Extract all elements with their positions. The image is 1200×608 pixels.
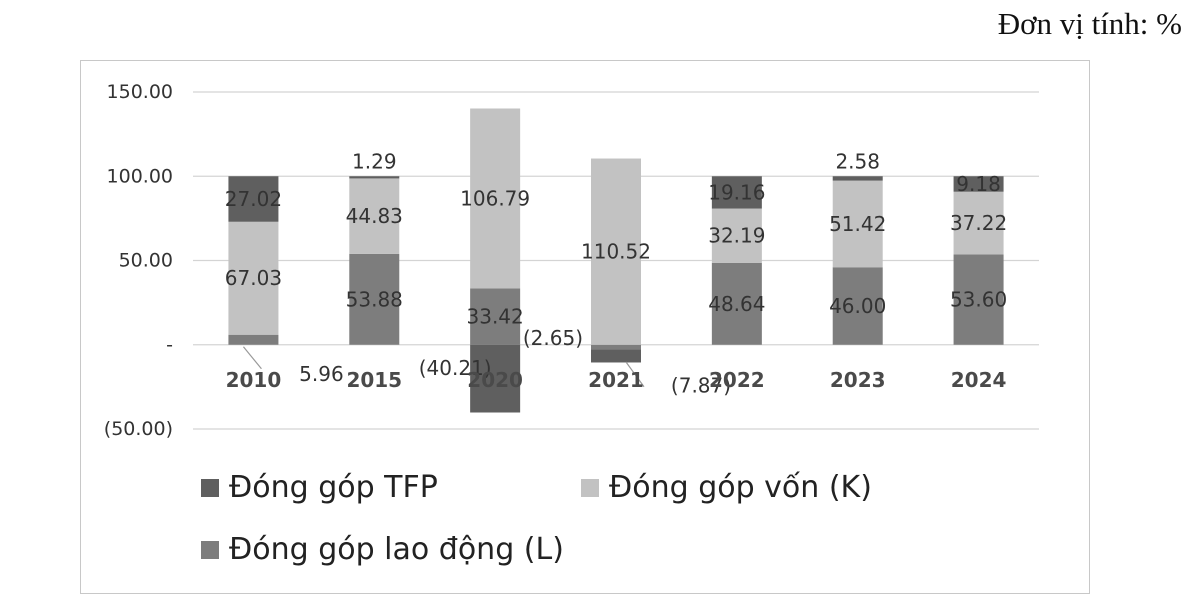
bar-dong-gop-tfp-2023 [832,176,883,181]
bar-dong-gop-lao-dong-l-2021 [591,344,641,350]
bar-dong-gop-tfp-2024 [953,176,1004,192]
x-tick-label: 2024 [951,368,1007,392]
bar-dong-gop-lao-dong-l-2015 [349,253,400,345]
data-label: (2.65) [523,326,583,350]
chart-frame: 5.96 53.88 33.42 (2.65) 48.64 46.00 53.60 67.03… [80,60,1090,594]
bar-dong-gop-von-k-2023 [832,180,883,268]
data-label: 5.96 [299,362,344,386]
data-label: 19.16 [708,180,765,204]
bar-dong-gop-lao-dong-l-2020 [470,288,521,345]
data-label: 106.79 [460,186,530,210]
legend-label: Đóng góp lao động (L) [229,532,564,567]
data-label: 53.88 [346,287,403,311]
x-tick-label: 2023 [830,368,886,392]
data-label: 2.58 [835,149,880,173]
leader-line [242,346,262,370]
bar-dong-gop-von-k-2022 [711,208,762,263]
x-tick-label: 2020 [467,368,523,392]
bar-dong-gop-tfp-2020 [470,344,521,413]
data-label: 33.42 [467,305,524,329]
stacked-bar-chart: 5.96 53.88 33.42(2.65) 48.64 46.00 53.60 67.03… [104,81,1039,567]
bar-dong-gop-lao-dong-l-2010 [228,334,279,345]
data-label: 46.00 [829,294,886,318]
legend-swatch [201,541,219,559]
data-label: 37.22 [950,211,1007,235]
data-label: 110.52 [581,240,651,264]
bar-dong-gop-von-k-2024 [953,191,1004,255]
y-tick-label: 100.00 [107,165,173,187]
bar-dong-gop-tfp-2022 [711,176,762,209]
unit-label: Đơn vị tính: % [997,6,1182,41]
x-tick-label: 2010 [226,368,282,392]
y-tick-label: 50.00 [119,250,173,272]
data-label: (40.21) [419,356,492,380]
bar-dong-gop-von-k-2010 [228,221,279,335]
data-label: 44.83 [346,204,403,228]
bar-dong-gop-von-k-2021 [591,158,641,345]
y-tick-label: (50.00) [104,418,173,440]
x-tick-label: 2015 [346,368,402,392]
data-label: 67.03 [225,266,282,290]
bar-dong-gop-tfp-2015 [349,176,400,179]
x-tick-label: 2021 [588,368,644,392]
bar-dong-gop-tfp-2021 [591,349,641,363]
y-tick-label: 150.00 [107,81,173,103]
data-label: 32.19 [708,224,765,248]
data-label: 51.42 [829,212,886,236]
data-label: 9.18 [956,172,1001,196]
bar-dong-gop-von-k-2020 [470,108,521,289]
legend-label: Đóng góp TFP [229,470,438,505]
bar-dong-gop-lao-dong-l-2023 [832,267,883,345]
data-label: 53.60 [950,288,1007,312]
x-tick-label: 2022 [709,368,765,392]
data-label: 27.02 [225,187,282,211]
data-label: 48.64 [708,292,765,316]
bar-dong-gop-von-k-2015 [349,178,400,254]
bar-dong-gop-lao-dong-l-2022 [711,262,762,345]
data-label: 1.29 [352,149,397,173]
bar-dong-gop-tfp-2010 [228,176,279,222]
legend-swatch [581,479,599,497]
leader-line [625,361,645,388]
y-tick-label: - [166,334,173,356]
legend-label: Đóng góp vốn (K) [609,470,872,505]
bar-dong-gop-lao-dong-l-2024 [953,254,1004,345]
legend-swatch [201,479,219,497]
data-label: (7.87) [671,373,731,397]
